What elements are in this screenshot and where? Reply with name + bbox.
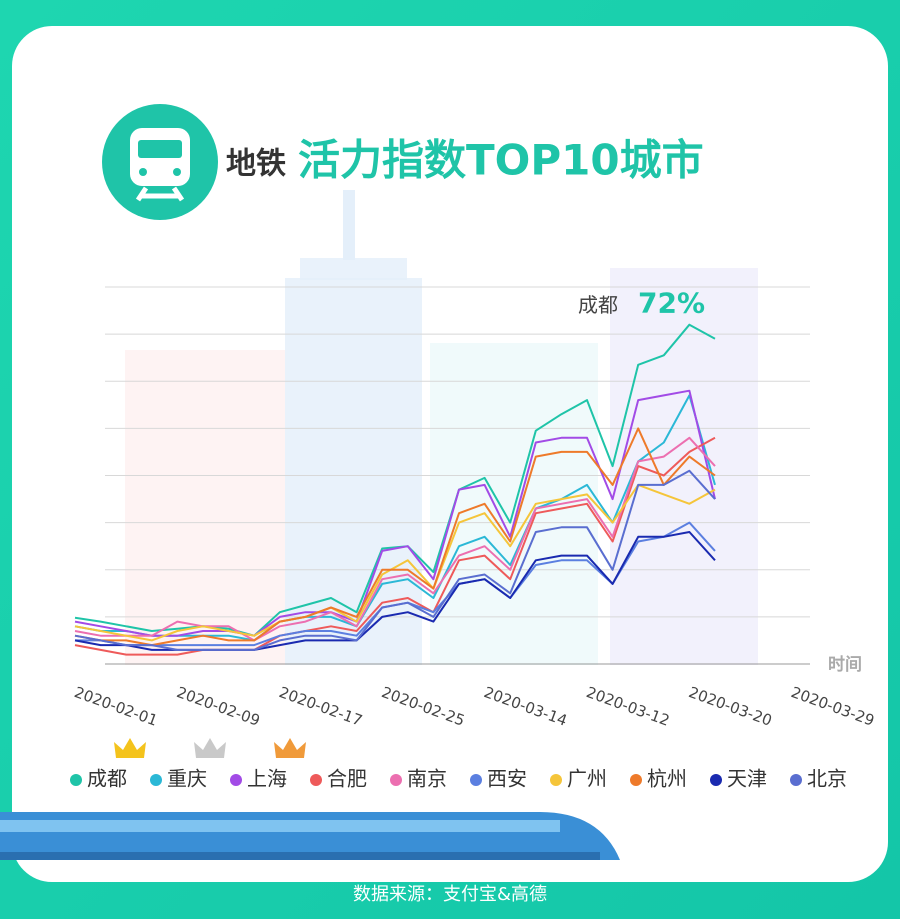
legend-marker (310, 774, 322, 786)
legend-label: 西安 (487, 767, 527, 791)
annotation-city: 成都 (578, 293, 618, 317)
chart-title: 活力指数TOP10城市 (298, 136, 704, 185)
legend-crown (194, 738, 226, 758)
building (285, 278, 422, 665)
legend-label: 成都 (87, 767, 127, 791)
legend-label: 重庆 (167, 767, 207, 791)
series-line (74, 389, 716, 637)
legend-crown (274, 738, 306, 758)
legend-marker (790, 774, 802, 786)
series-line (74, 436, 716, 656)
building (430, 343, 598, 665)
legend-marker (230, 774, 242, 786)
legend-marker (150, 774, 162, 786)
series-line (74, 323, 716, 637)
train-icon (138, 140, 182, 158)
legend-marker (70, 774, 82, 786)
legend-marker (550, 774, 562, 786)
legend-crown (114, 738, 146, 758)
legend-marker (470, 774, 482, 786)
building (610, 268, 758, 665)
legend-label: 上海 (247, 767, 287, 791)
train-decoration (0, 852, 600, 860)
train-icon (139, 168, 147, 176)
legend-marker (710, 774, 722, 786)
series-line (74, 427, 716, 647)
title-prefix: 地铁 (226, 147, 286, 182)
legend-marker (630, 774, 642, 786)
legend-label: 杭州 (647, 767, 687, 791)
train-decoration (0, 820, 560, 832)
legend-label: 合肥 (327, 767, 367, 791)
series-line (74, 469, 716, 651)
legend-label: 南京 (407, 767, 447, 791)
building (343, 190, 355, 260)
train-icon (135, 186, 185, 202)
legend-label: 天津 (727, 767, 767, 791)
train-icon (173, 168, 181, 176)
series-line (74, 483, 716, 642)
source: 数据来源：支付宝&高德 (353, 884, 547, 905)
legend-label: 广州 (567, 767, 607, 791)
annotation-value: 72% (638, 287, 705, 320)
building (300, 258, 407, 280)
legend-label: 北京 (807, 767, 847, 791)
legend-marker (390, 774, 402, 786)
series-line (74, 436, 716, 642)
building (125, 350, 285, 665)
x-axis-label: 时间 (828, 654, 862, 675)
